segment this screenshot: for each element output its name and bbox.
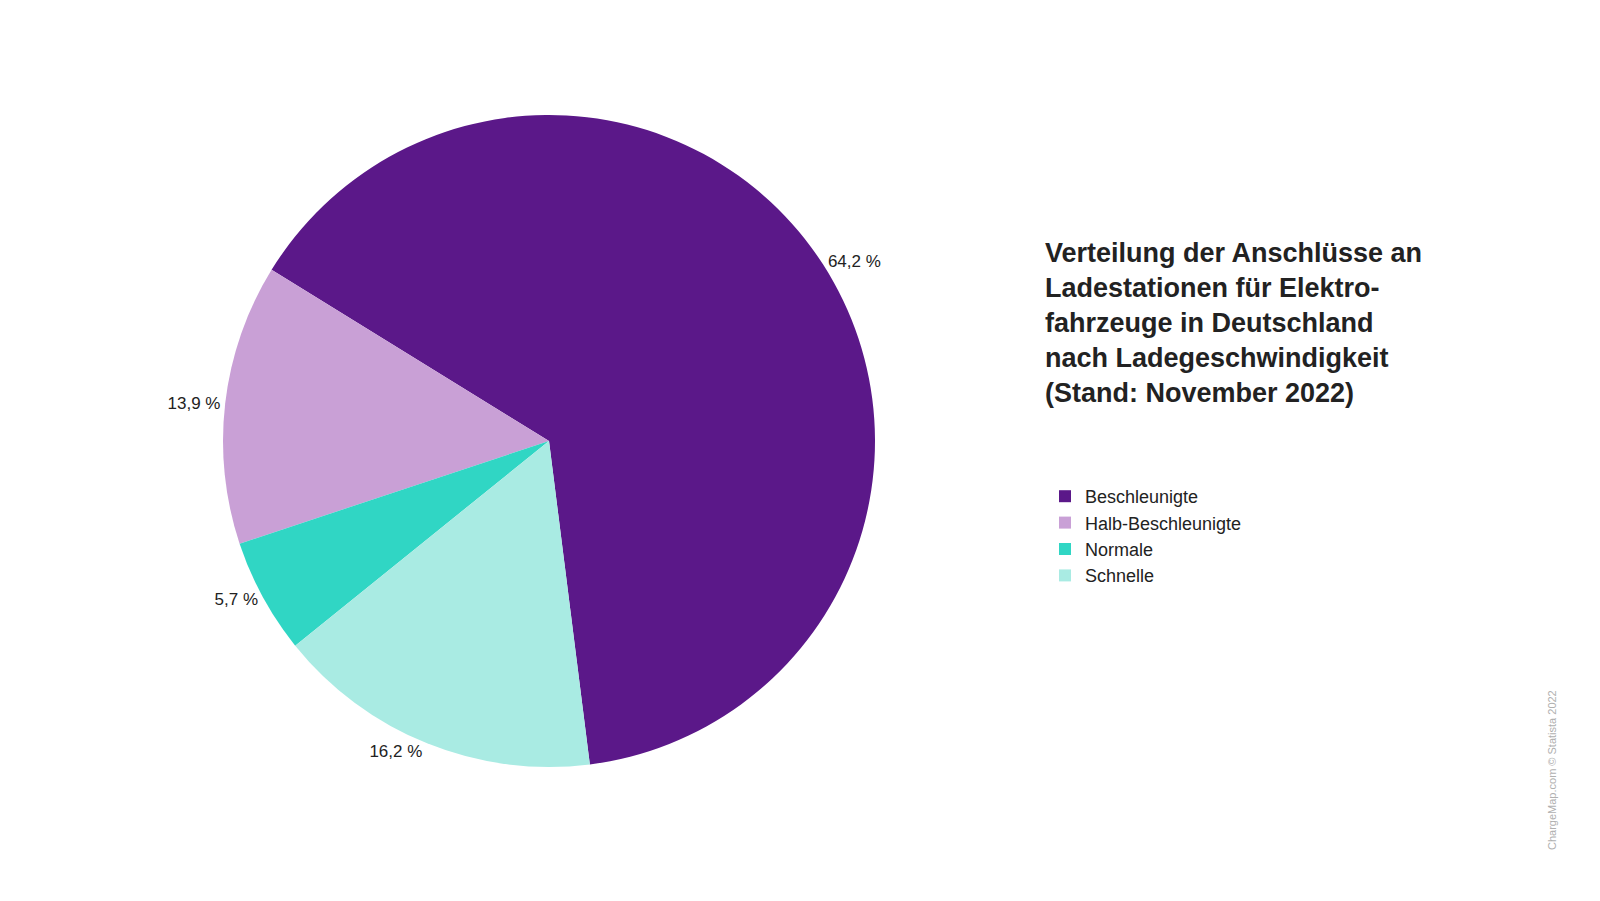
svg-text:16,2 %: 16,2 % [369, 742, 422, 761]
svg-text:13,9 %: 13,9 % [168, 394, 221, 413]
svg-text:5,7 %: 5,7 % [215, 590, 258, 609]
svg-text:Normale: Normale [1085, 540, 1153, 560]
svg-text:Schnelle: Schnelle [1085, 566, 1154, 586]
svg-text:Halb-Beschleunigte: Halb-Beschleunigte [1085, 514, 1241, 534]
svg-text:Verteilung der Anschlüsse anLa: Verteilung der Anschlüsse anLadestatione… [1045, 238, 1422, 408]
svg-text:ChargeMap.com © Statista 2022: ChargeMap.com © Statista 2022 [1546, 690, 1558, 850]
svg-text:64,2 %: 64,2 % [828, 252, 881, 271]
svg-text:Beschleunigte: Beschleunigte [1085, 487, 1198, 507]
